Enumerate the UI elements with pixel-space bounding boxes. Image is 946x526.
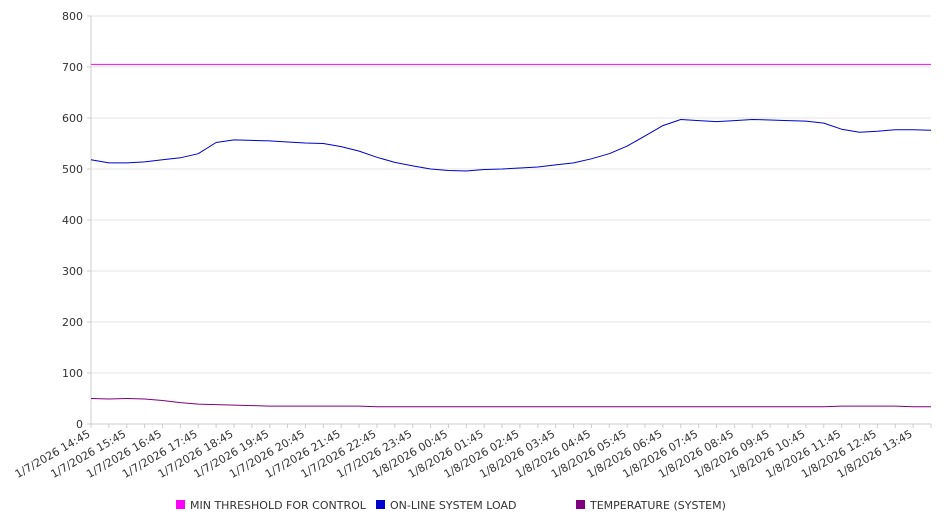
legend-label: TEMPERATURE (SYSTEM) bbox=[589, 499, 726, 512]
y-tick-label: 800 bbox=[62, 10, 83, 23]
x-tick-labels: 1/7/2026 14:451/7/2026 15:451/7/2026 16:… bbox=[13, 427, 915, 481]
y-tick-label: 700 bbox=[62, 61, 83, 74]
legend-swatch bbox=[376, 500, 385, 509]
y-tick-label: 600 bbox=[62, 112, 83, 125]
legend-label: ON-LINE SYSTEM LOAD bbox=[390, 499, 516, 512]
y-tick-label: 300 bbox=[62, 265, 83, 278]
series-line-2 bbox=[90, 119, 932, 172]
y-tick-label: 0 bbox=[76, 418, 83, 431]
axes bbox=[90, 16, 931, 425]
y-tick-label: 200 bbox=[62, 316, 83, 329]
legend: MIN THRESHOLD FOR CONTROL ON-LINE SYSTEM … bbox=[176, 499, 726, 512]
legend-label: MIN THRESHOLD FOR CONTROL bbox=[190, 499, 367, 512]
series-lines bbox=[90, 63, 932, 408]
grid-lines bbox=[87, 15, 932, 428]
series-line-3 bbox=[90, 398, 931, 408]
y-tick-label: 100 bbox=[62, 367, 83, 380]
y-tick-label: 400 bbox=[62, 214, 83, 227]
legend-swatch bbox=[576, 500, 585, 509]
y-tick-label: 500 bbox=[62, 163, 83, 176]
y-tick-labels: 0 100 200 300 400 500 600 700 800 bbox=[62, 10, 83, 431]
legend-swatch bbox=[176, 500, 185, 509]
